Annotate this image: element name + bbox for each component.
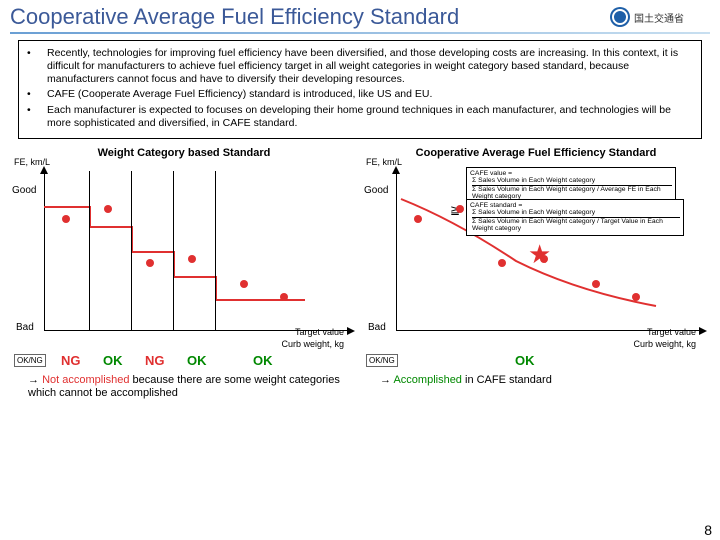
right-chart: Cooperative Average Fuel Efficiency Stan… — [362, 147, 710, 400]
bullet-item: •CAFE (Cooperate Average Fuel Efficiency… — [27, 88, 693, 101]
title-underline — [10, 32, 710, 34]
page-title: Cooperative Average Fuel Efficiency Stan… — [10, 4, 610, 30]
cafe-standard-formula: CAFE standard = Σ Sales Volume in Each W… — [466, 199, 684, 236]
y-bad-label: Bad — [16, 322, 34, 333]
chart-title: Cooperative Average Fuel Efficiency Stan… — [362, 147, 710, 159]
bullet-box: •Recently, technologies for improving fu… — [18, 40, 702, 139]
title-bar: Cooperative Average Fuel Efficiency Stan… — [0, 0, 720, 30]
okng-row: OK/NG NGOKNGOKOK — [14, 353, 358, 368]
ok-result: OK — [400, 353, 650, 368]
x-axis-label: Curb weight, kg — [281, 339, 344, 349]
arrow-up-icon — [40, 166, 48, 174]
bullet-item: •Recently, technologies for improving fu… — [27, 47, 693, 86]
page-number: 8 — [704, 522, 712, 538]
okng-header: OK/NG — [366, 354, 398, 367]
y-good-label: Good — [364, 185, 388, 196]
bullet-item: •Each manufacturer is expected to focuse… — [27, 104, 693, 130]
left-chart: Weight Category based Standard FE, km/L … — [10, 147, 358, 400]
y-good-label: Good — [12, 185, 36, 196]
okng-row: OK/NG OK — [366, 353, 710, 368]
right-conclusion: → Accomplished in CAFE standard — [380, 374, 700, 387]
logo-icon — [610, 7, 630, 27]
x-axis-label: Curb weight, kg — [633, 339, 696, 349]
chart-title: Weight Category based Standard — [10, 147, 358, 159]
okng-header: OK/NG — [14, 354, 46, 367]
axes — [44, 171, 352, 331]
y-bad-label: Bad — [368, 322, 386, 333]
star-icon: ★ — [528, 239, 551, 270]
chart-area: FE, km/L Good Bad Target value Curb weig… — [396, 161, 704, 351]
chart-area: FE, km/L Good Bad Target value Curb weig… — [44, 161, 352, 351]
arrow-right-icon — [347, 327, 355, 335]
ministry-logo: 国土交通省 — [610, 6, 710, 28]
charts-row: Weight Category based Standard FE, km/L … — [0, 147, 720, 400]
left-conclusion: → Not accomplished because there are som… — [28, 374, 348, 400]
logo-text: 国土交通省 — [634, 10, 684, 25]
arrow-right-icon — [699, 327, 707, 335]
